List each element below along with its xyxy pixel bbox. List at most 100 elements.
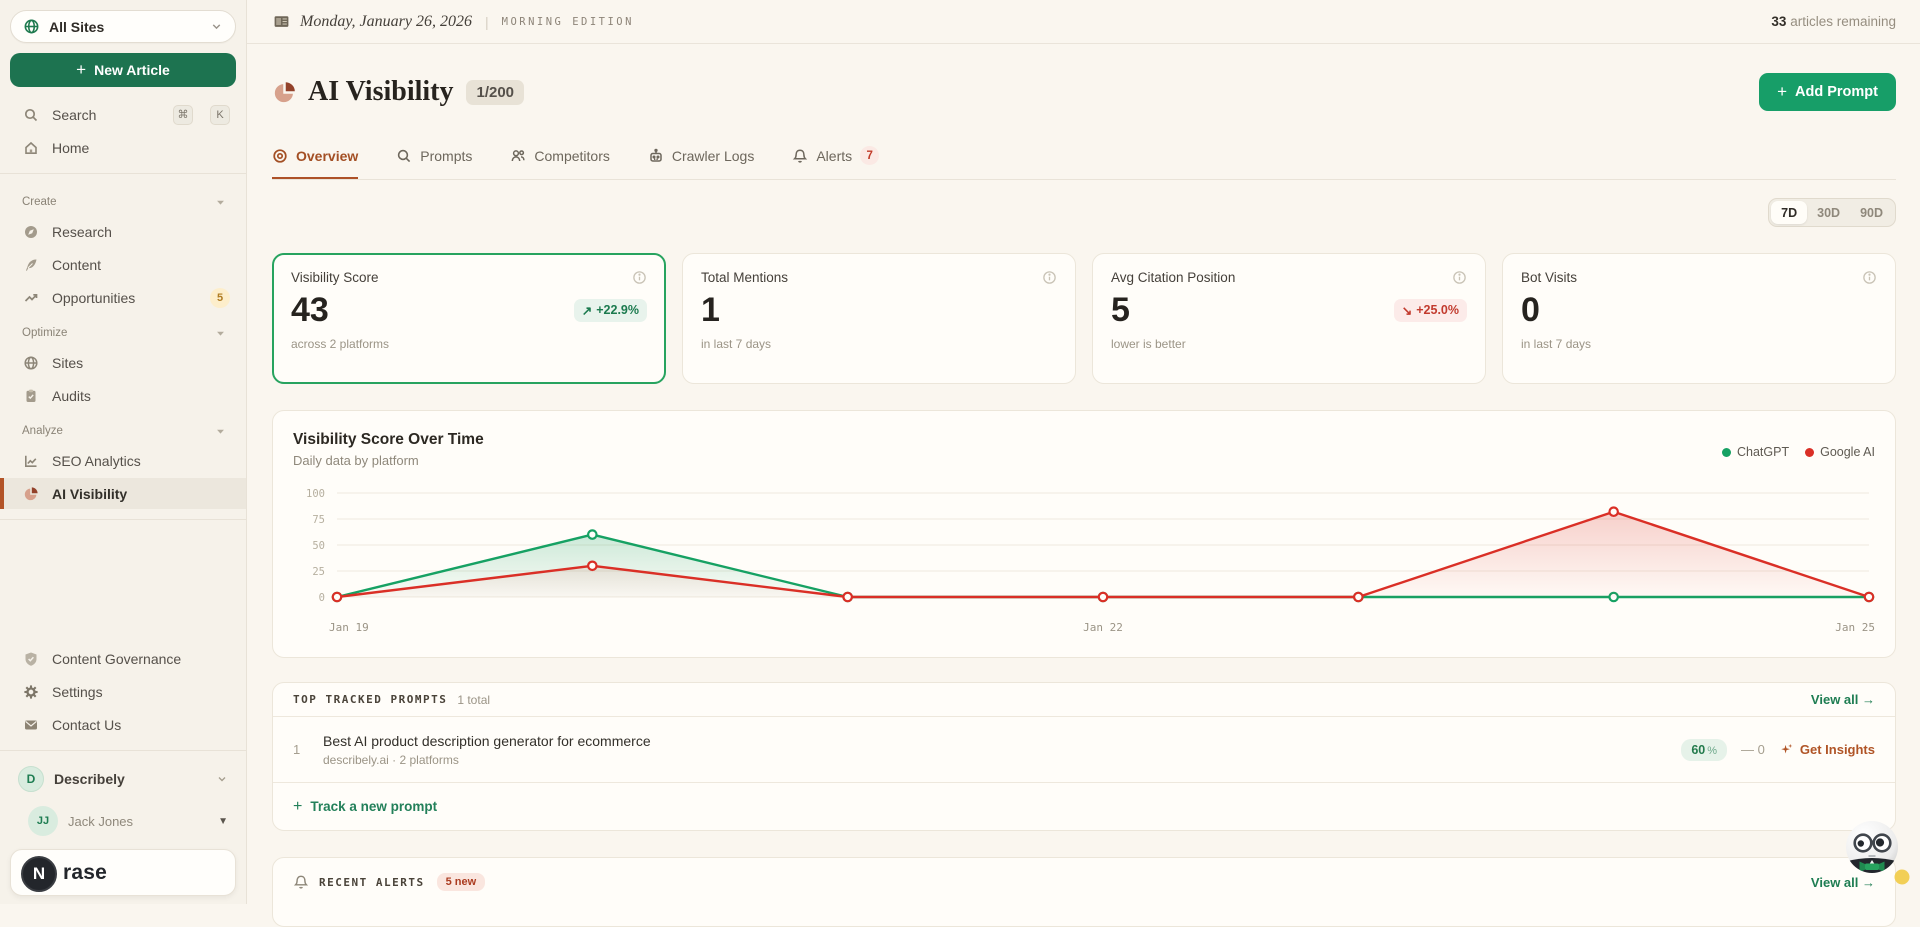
sidebar-item-home[interactable]: Home: [8, 132, 238, 163]
stat-card-total-mentions[interactable]: Total Mentions 1 in last 7 days: [682, 253, 1076, 384]
user-avatar: JJ: [28, 806, 58, 836]
sidebar-item-label: AI Visibility: [52, 485, 128, 502]
prompt-trend: — 0: [1741, 742, 1765, 757]
alerts-new-badge: 5 new: [436, 873, 486, 891]
sidebar-item-content-governance[interactable]: Content Governance: [8, 643, 238, 674]
feather-icon: [23, 257, 39, 273]
prompts-total: 1 total: [457, 692, 491, 707]
stat-label: Total Mentions: [701, 270, 789, 285]
sidebar-item-label: Content: [52, 256, 102, 273]
divider: [0, 173, 246, 174]
time-range-selector: 7D 30D 90D: [1768, 198, 1896, 227]
stat-label: Bot Visits: [1521, 270, 1578, 285]
info-icon[interactable]: [632, 270, 647, 285]
section-analyze[interactable]: Analyze: [0, 413, 246, 443]
sidebar-item-research[interactable]: Research: [8, 216, 238, 247]
plus-icon: +: [76, 59, 87, 79]
sidebar-item-seo-analytics[interactable]: SEO Analytics: [8, 445, 238, 476]
tab-bar: Overview Prompts Competitors Crawler Log…: [272, 146, 1896, 180]
svg-text:50: 50: [312, 540, 325, 552]
tab-prompts[interactable]: Prompts: [396, 146, 472, 179]
prompt-score-badge: 60%: [1681, 738, 1728, 761]
stat-card-bot-visits[interactable]: Bot Visits 0 in last 7 days: [1502, 253, 1896, 384]
users-icon: [510, 148, 526, 164]
trend-up-icon: ↗: [581, 303, 593, 318]
stat-cards: Visibility Score 43 ↗ +22.9% across 2 pla…: [272, 253, 1896, 384]
stat-subtext: in last 7 days: [1521, 337, 1592, 351]
new-article-button[interactable]: + New Article: [10, 53, 236, 87]
caret-down-icon: ▼: [218, 815, 228, 827]
brand-widget[interactable]: N rase: [10, 849, 236, 896]
time-range-30d[interactable]: 30D: [1817, 205, 1841, 220]
sidebar-item-search[interactable]: Search ⌘ K: [8, 99, 238, 130]
stat-label: Visibility Score: [291, 270, 379, 285]
sparkles-icon: [1779, 742, 1794, 757]
tab-overview[interactable]: Overview: [272, 146, 359, 179]
get-insights-button[interactable]: Get Insights: [1779, 742, 1875, 757]
robot-icon: [648, 148, 664, 164]
quota-badge: 1/200: [466, 79, 525, 105]
track-new-prompt-label: Track a new prompt: [310, 799, 438, 814]
sidebar-item-content[interactable]: Content: [8, 249, 238, 280]
plus-icon: +: [293, 797, 303, 815]
section-label: Create: [22, 196, 57, 208]
info-icon[interactable]: [1862, 270, 1877, 285]
user-name: Jack Jones: [68, 813, 134, 829]
pie-chart-icon: [23, 486, 39, 502]
tab-label: Alerts: [816, 147, 853, 164]
bell-icon: [792, 148, 808, 164]
sidebar-item-label: Search: [52, 106, 97, 123]
eye-icon: [272, 148, 288, 164]
alerts-view-all-link[interactable]: View all →: [1810, 874, 1875, 890]
time-range-7d[interactable]: 7D: [1771, 201, 1808, 224]
prompt-row[interactable]: 1 Best AI product description generator …: [273, 717, 1895, 783]
sidebar-item-settings[interactable]: Settings: [8, 676, 238, 707]
sidebar-item-ai-visibility[interactable]: AI Visibility: [0, 478, 246, 509]
sidebar-item-opportunities[interactable]: Opportunities 5: [8, 282, 238, 313]
sidebar-item-audits[interactable]: Audits: [8, 380, 238, 411]
stat-label: Avg Citation Position: [1111, 270, 1236, 285]
workspace-name: Describely: [54, 771, 125, 787]
info-icon[interactable]: [1042, 270, 1057, 285]
stat-card-avg-citation-position[interactable]: Avg Citation Position 5 ↘ +25.0% lower is…: [1092, 253, 1486, 384]
chevron-down-icon: [215, 197, 226, 208]
stat-card-visibility-score[interactable]: Visibility Score 43 ↗ +22.9% across 2 pla…: [272, 253, 666, 384]
brand-logo-circle: N: [21, 856, 57, 892]
section-create[interactable]: Create: [0, 184, 246, 214]
sidebar-item-contact-us[interactable]: Contact Us: [8, 709, 238, 740]
info-icon[interactable]: [1452, 270, 1467, 285]
workspace-selector[interactable]: D Describely: [10, 761, 236, 797]
get-insights-label: Get Insights: [1799, 742, 1875, 757]
sidebar-item-label: Sites: [52, 354, 84, 371]
globe-icon: [23, 18, 40, 35]
section-label: Analyze: [22, 425, 63, 437]
svg-text:Jan 19: Jan 19: [329, 621, 369, 634]
plus-icon: +: [1777, 82, 1788, 101]
tab-alerts[interactable]: Alerts 7: [792, 146, 880, 179]
prompt-rank: 1: [293, 742, 301, 757]
site-selector[interactable]: All Sites: [10, 10, 236, 43]
chat-widget-mascot[interactable]: [1842, 819, 1920, 897]
shield-check-icon: [23, 651, 39, 667]
sidebar: All Sites + New Article Search ⌘ K Home …: [0, 0, 247, 904]
section-optimize[interactable]: Optimize: [0, 315, 246, 345]
delta-value: +22.9%: [596, 303, 639, 317]
user-menu[interactable]: JJ Jack Jones ▼: [10, 803, 236, 839]
svg-text:0: 0: [319, 592, 325, 604]
add-prompt-button[interactable]: + Add Prompt: [1759, 73, 1896, 111]
score-value: 60: [1691, 742, 1706, 757]
delta-badge: ↗ +22.9%: [573, 298, 647, 322]
sidebar-item-label: Opportunities: [52, 289, 136, 306]
topbar: Monday, January 26, 2026 | MORNING EDITI…: [247, 0, 1920, 44]
track-new-prompt-button[interactable]: + Track a new prompt: [273, 783, 1895, 830]
chevron-down-icon: [215, 426, 226, 437]
sidebar-item-sites[interactable]: Sites: [8, 347, 238, 378]
score-unit: %: [1707, 744, 1718, 757]
prompts-view-all-link[interactable]: View all →: [1810, 692, 1875, 707]
site-selector-label: All Sites: [49, 18, 105, 35]
gear-icon: [23, 684, 39, 700]
tab-crawler-logs[interactable]: Crawler Logs: [648, 146, 754, 179]
chart-line-icon: [23, 453, 39, 469]
tab-competitors[interactable]: Competitors: [510, 146, 610, 179]
time-range-90d[interactable]: 90D: [1860, 205, 1883, 220]
